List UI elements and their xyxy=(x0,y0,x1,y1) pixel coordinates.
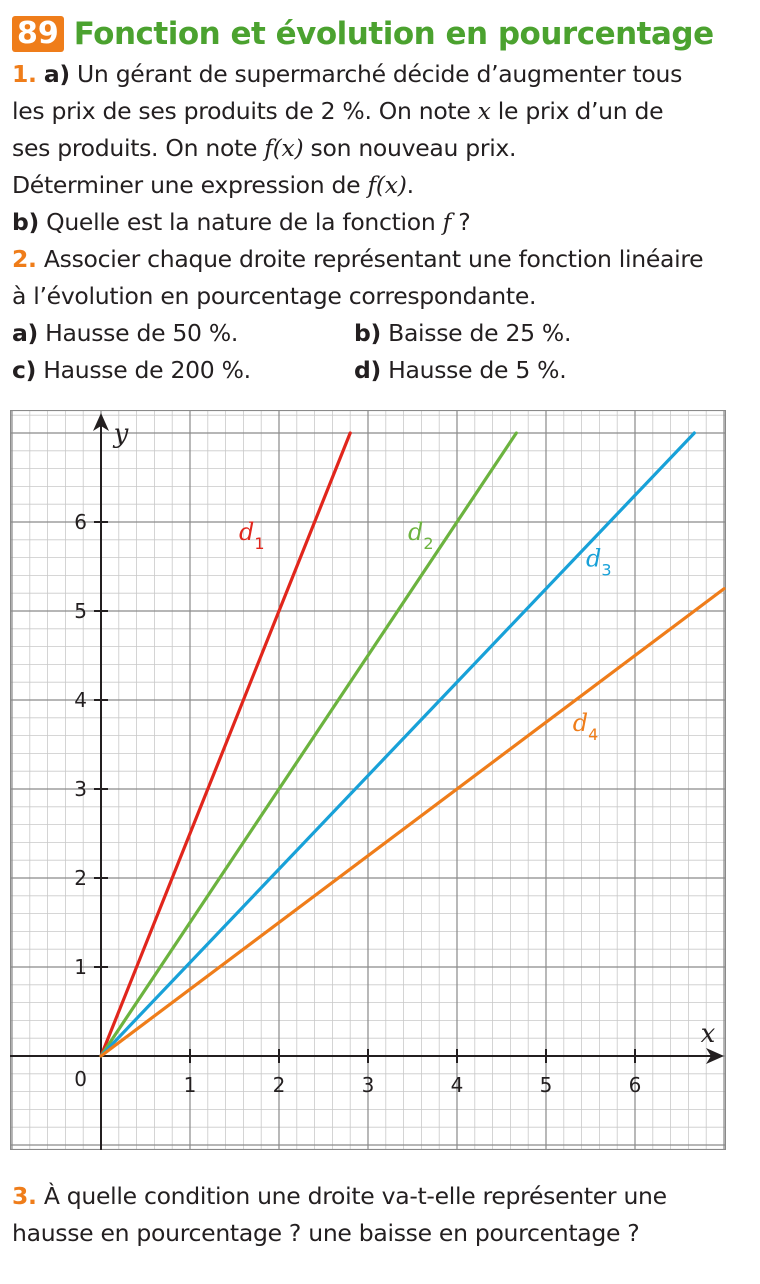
exercise-header: 89 Fonction et évolution en pourcentage xyxy=(12,12,714,56)
q3-line-1: 3. À quelle condition une droite va-t-el… xyxy=(12,1178,750,1215)
x-axis-label: x xyxy=(701,1019,716,1049)
graph-frame xyxy=(10,410,726,1150)
q1a-text-1: Un gérant de supermarché décide d’augmen… xyxy=(69,60,683,88)
question-3-block: 3. À quelle condition une droite va-t-el… xyxy=(12,1178,750,1252)
axes xyxy=(10,413,724,1150)
q1a-fx: f(x) xyxy=(264,134,304,162)
q1a-text-4a: Déterminer une expression de xyxy=(12,171,368,199)
exercise-number-badge: 89 xyxy=(12,16,64,52)
q1-line-2: les prix de ses produits de 2 %. On note… xyxy=(12,93,750,130)
y-tick-label: 5 xyxy=(74,599,87,623)
series-label-subscript: 4 xyxy=(588,725,598,744)
option-d-text: Hausse de 5 %. xyxy=(380,356,567,384)
q1a-text-3b: son nouveau prix. xyxy=(303,134,517,162)
series-label-name: d xyxy=(573,709,588,737)
x-tick-label: 3 xyxy=(362,1073,375,1097)
series-label-d4: d4 xyxy=(573,709,599,744)
option-b: b) Baisse de 25 %. xyxy=(354,315,571,352)
series-line-d3 xyxy=(99,431,696,1058)
exercise-title: Fonction et évolution en pourcentage xyxy=(73,16,714,52)
x-tick-label: 2 xyxy=(273,1073,286,1097)
x-axis-arrow xyxy=(706,1048,724,1064)
y-axis-label: y xyxy=(113,419,129,449)
y-tick-label: 4 xyxy=(74,688,87,712)
series-label-name: d xyxy=(586,545,601,573)
option-c: c) Hausse de 200 %. xyxy=(12,352,354,389)
option-b-text: Baisse de 25 %. xyxy=(380,319,572,347)
series-label-d2: d2 xyxy=(408,518,434,553)
grid xyxy=(10,410,726,1150)
q1a-text-2b: le prix d’un de xyxy=(490,97,664,125)
q2-line-2: à l’évolution en pourcentage corresponda… xyxy=(12,282,537,310)
series-label-name: d xyxy=(408,518,423,546)
option-c-label: c) xyxy=(12,356,37,384)
q1b-line: b) Quelle est la nature de la fonction f… xyxy=(12,204,750,241)
y-tick-label: 1 xyxy=(74,955,87,979)
q1a-fx-2: f(x) xyxy=(367,171,407,199)
q2-text-1: Associer chaque droite représentant une … xyxy=(36,245,704,273)
series-label-d1: d1 xyxy=(239,518,265,553)
options-row-1: a) Hausse de 50 %. b) Baisse de 25 %. xyxy=(12,315,750,352)
q1-line-3: ses produits. On note f(x) son nouveau p… xyxy=(12,130,750,167)
series-line-d1 xyxy=(99,431,352,1058)
origin-label: 0 xyxy=(74,1067,87,1091)
option-c-text: Hausse de 200 %. xyxy=(36,356,251,384)
q1a-text-2a: les prix de ses produits de 2 %. On note xyxy=(12,97,478,125)
q1b-f: f xyxy=(442,208,452,236)
y-tick-label: 6 xyxy=(74,510,87,534)
option-a: a) Hausse de 50 %. xyxy=(12,315,354,352)
q1-number: 1. xyxy=(12,60,37,88)
q1a-label: a) xyxy=(43,60,70,88)
x-tick-label: 6 xyxy=(629,1073,642,1097)
q2-number: 2. xyxy=(12,245,37,273)
y-axis-arrow xyxy=(93,413,109,431)
y-tick-label: 2 xyxy=(74,866,87,890)
series-label-name: d xyxy=(239,518,254,546)
q1b-text: Quelle est la nature de la fonction xyxy=(38,208,443,236)
option-d: d) Hausse de 5 %. xyxy=(354,352,567,389)
q1b-end: ? xyxy=(451,208,471,236)
option-a-text: Hausse de 50 %. xyxy=(38,319,239,347)
question-block: 1. a) Un gérant de supermarché décide d’… xyxy=(12,56,750,389)
series-label-subscript: 3 xyxy=(601,561,611,580)
option-d-label: d) xyxy=(354,356,381,384)
series-line-d2 xyxy=(99,431,518,1058)
series-label-subscript: 1 xyxy=(254,534,264,553)
options-row-2: c) Hausse de 200 %. d) Hausse de 5 %. xyxy=(12,352,750,389)
x-tick-label: 1 xyxy=(184,1073,197,1097)
q1b-label: b) xyxy=(12,208,39,236)
y-tick-label: 3 xyxy=(74,777,87,801)
option-a-label: a) xyxy=(12,319,38,347)
series-label-subscript: 2 xyxy=(423,534,433,553)
x-tick-label: 5 xyxy=(540,1073,553,1097)
series-lines xyxy=(99,431,726,1058)
series-label-d3: d3 xyxy=(586,545,612,580)
q1-line-4: Déterminer une expression de f(x). xyxy=(12,167,750,204)
q1a-text-3a: ses produits. On note xyxy=(12,134,265,162)
x-tick-label: 4 xyxy=(451,1073,464,1097)
q3-line-2: hausse en pourcentage ? une baisse en po… xyxy=(12,1219,640,1247)
series-line-d4 xyxy=(99,587,726,1058)
q3-number: 3. xyxy=(12,1182,37,1210)
q2-line-1: 2. Associer chaque droite représentant u… xyxy=(12,241,750,278)
q1a-text-4b: . xyxy=(406,171,414,199)
q1a-var-x: x xyxy=(477,97,491,125)
option-b-label: b) xyxy=(354,319,381,347)
q1-line-1: 1. a) Un gérant de supermarché décide d’… xyxy=(12,56,750,93)
q3-text-1: À quelle condition une droite va-t-elle … xyxy=(36,1182,667,1210)
